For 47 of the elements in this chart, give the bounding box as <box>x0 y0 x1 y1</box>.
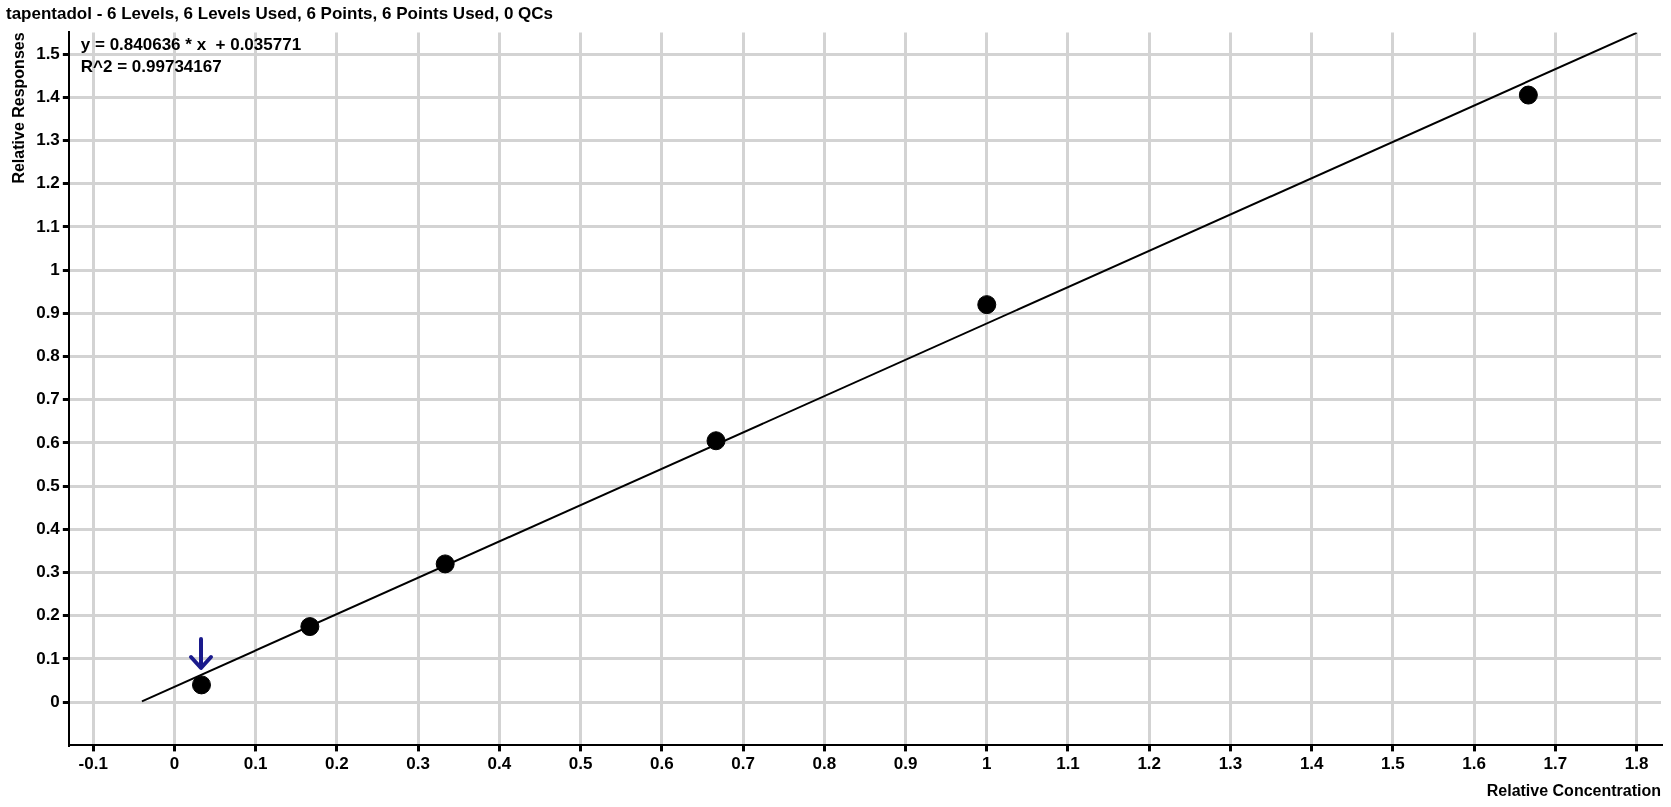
x-axis-title: Relative Concentration <box>1486 781 1661 799</box>
point <box>1518 85 1538 105</box>
y-tick-label: 1.1 <box>36 216 60 236</box>
x-tick-label: 0.9 <box>893 754 918 774</box>
x-tick-label: 1.1 <box>1056 754 1080 774</box>
y-tick-label: 0.9 <box>36 302 60 322</box>
y-tick-label: 0 <box>50 691 60 711</box>
x-tick-label: 1.2 <box>1137 754 1162 774</box>
y-tick-label: 1 <box>50 259 60 279</box>
x-tick-label: 0.1 <box>243 754 268 774</box>
x-tick-label: 0.5 <box>568 754 593 774</box>
x-tick-label: 0.2 <box>325 754 349 774</box>
x-tick-label: 0.8 <box>812 754 837 774</box>
x-tick-label: 0.3 <box>406 754 430 774</box>
y-tick-label: 0.1 <box>36 648 60 668</box>
y-tick-label: 0.6 <box>36 432 60 452</box>
y-axis-title: Relative Responses <box>10 32 28 184</box>
x-tick-label: 1.4 <box>1299 754 1325 774</box>
x-tick-label: 1.7 <box>1543 754 1568 774</box>
x-tick-label: 0.4 <box>487 754 512 774</box>
y-tick-label: 0.8 <box>36 346 60 366</box>
y-tick-label: 0.4 <box>36 519 61 539</box>
y-tick-label: 1.4 <box>36 86 61 106</box>
x-tick-label: 0 <box>169 754 180 774</box>
point <box>191 675 211 695</box>
y-tick-label: 0.2 <box>36 605 60 625</box>
point <box>706 431 726 451</box>
y-tick-label: 0.3 <box>36 562 60 582</box>
y-tick-label: 0.7 <box>36 389 60 409</box>
x-tick-label: -0.1 <box>78 754 108 774</box>
y-tick-label: 1.5 <box>36 43 60 63</box>
y-tick-label: 0.5 <box>36 475 60 495</box>
point <box>435 554 455 574</box>
y-tick-label: 1.3 <box>36 130 60 150</box>
point <box>977 295 997 315</box>
x-tick-label: 1 <box>982 754 992 774</box>
chart-title: tapentadol - 6 Levels, 6 Levels Used, 6 Points, 6 Points Used, 0 QCs <box>6 3 554 23</box>
annotation: R^2 = 0.99734167 <box>80 56 222 76</box>
x-tick-label: 1.6 <box>1462 754 1486 774</box>
x-tick-label: 0.7 <box>731 754 755 774</box>
x-tick-label: 0.6 <box>650 754 674 774</box>
x-tick-label: 1.5 <box>1381 754 1405 774</box>
annotation: y = 0.840636 * x + 0.035771 <box>80 34 302 54</box>
point <box>300 617 320 637</box>
x-tick-label: 1.8 <box>1624 754 1649 774</box>
y-tick-label: 1.2 <box>36 173 60 193</box>
x-tick-label: 1.3 <box>1218 754 1243 774</box>
